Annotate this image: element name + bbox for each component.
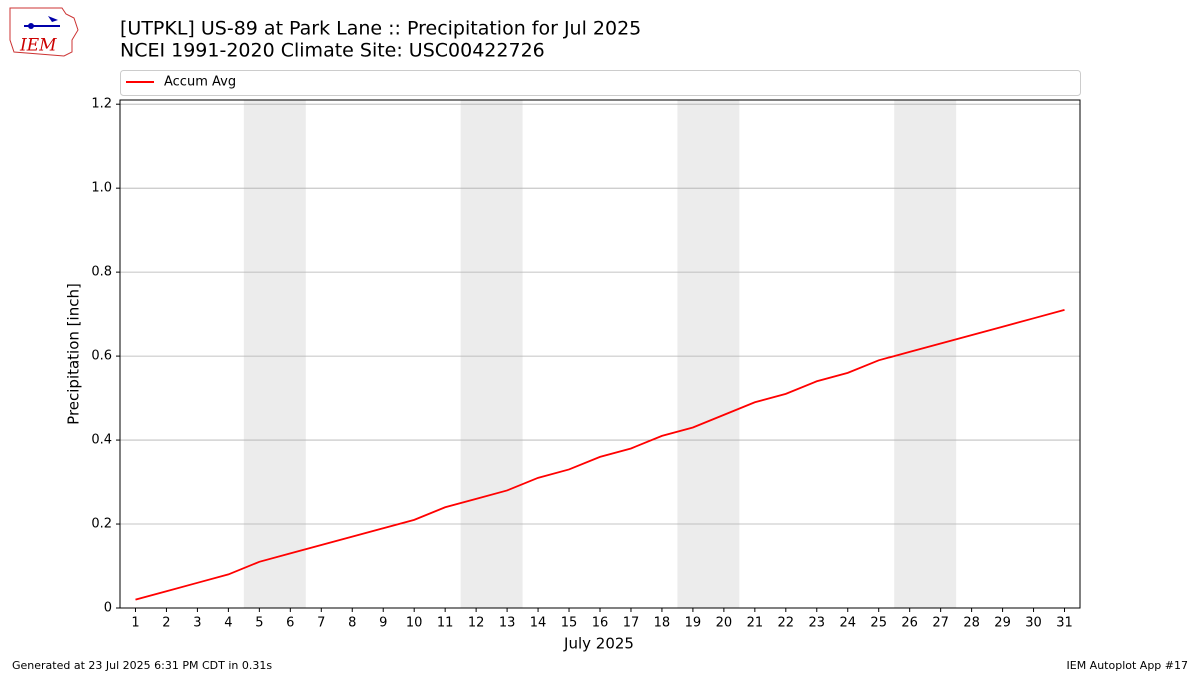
x-tick-label: 25	[870, 616, 887, 631]
x-tick-label: 21	[747, 616, 764, 631]
x-tick-label: 18	[654, 616, 671, 631]
x-tick-label: 17	[623, 616, 640, 631]
weekend-band	[243, 100, 306, 608]
x-tick-label: 26	[901, 616, 918, 631]
footer-left: Generated at 23 Jul 2025 6:31 PM CDT in …	[12, 659, 272, 672]
x-tick-label: 8	[348, 616, 356, 631]
y-tick-label: 1.2	[91, 97, 112, 112]
y-tick-label: 0	[104, 601, 112, 616]
data-line	[135, 309, 1065, 601]
legend-box	[120, 70, 1081, 96]
weekend-band	[460, 100, 523, 608]
x-tick-label: 29	[994, 616, 1011, 631]
x-tick-label: 16	[592, 616, 609, 631]
plot-frame	[119, 99, 1081, 609]
x-tick-label: 2	[162, 616, 170, 631]
chart-subtitle: NCEI 1991-2020 Climate Site: USC00422726	[120, 40, 545, 62]
x-tick-label: 28	[963, 616, 980, 631]
x-tick-label: 19	[685, 616, 702, 631]
legend-label: Accum Avg	[164, 75, 236, 90]
x-tick-label: 27	[932, 616, 949, 631]
y-tick-label: 0.6	[91, 349, 112, 364]
x-tick-label: 24	[839, 616, 856, 631]
x-tick-label: 14	[530, 616, 547, 631]
x-tick-label: 10	[406, 616, 423, 631]
y-axis-label: Precipitation [inch]	[65, 283, 83, 425]
x-tick-label: 30	[1025, 616, 1042, 631]
logo: IEM	[9, 7, 79, 57]
x-axis-label: July 2025	[563, 635, 634, 653]
x-tick-label: 13	[499, 616, 516, 631]
x-tick-label: 1	[131, 616, 139, 631]
x-tick-label: 11	[437, 616, 454, 631]
y-tick-label: 0.2	[91, 517, 112, 532]
chart-title: [UTPKL] US-89 at Park Lane :: Precipitat…	[120, 18, 641, 40]
x-tick-label: 22	[778, 616, 795, 631]
x-tick-label: 23	[809, 616, 826, 631]
x-tick-label: 15	[561, 616, 578, 631]
y-tick-label: 0.8	[91, 265, 112, 280]
x-tick-label: 9	[379, 616, 387, 631]
x-tick-label: 31	[1056, 616, 1073, 631]
logo-text: IEM	[19, 36, 57, 56]
x-tick-label: 4	[224, 616, 232, 631]
footer-right: IEM Autoplot App #17	[1067, 659, 1189, 672]
x-tick-label: 5	[255, 616, 263, 631]
x-tick-label: 7	[317, 616, 325, 631]
x-tick-label: 20	[716, 616, 733, 631]
x-tick-label: 6	[286, 616, 294, 631]
x-tick-label: 3	[193, 616, 201, 631]
y-tick-label: 1.0	[91, 181, 112, 196]
weekend-band	[677, 100, 740, 608]
x-tick-label: 12	[468, 616, 485, 631]
y-tick-label: 0.4	[91, 433, 112, 448]
